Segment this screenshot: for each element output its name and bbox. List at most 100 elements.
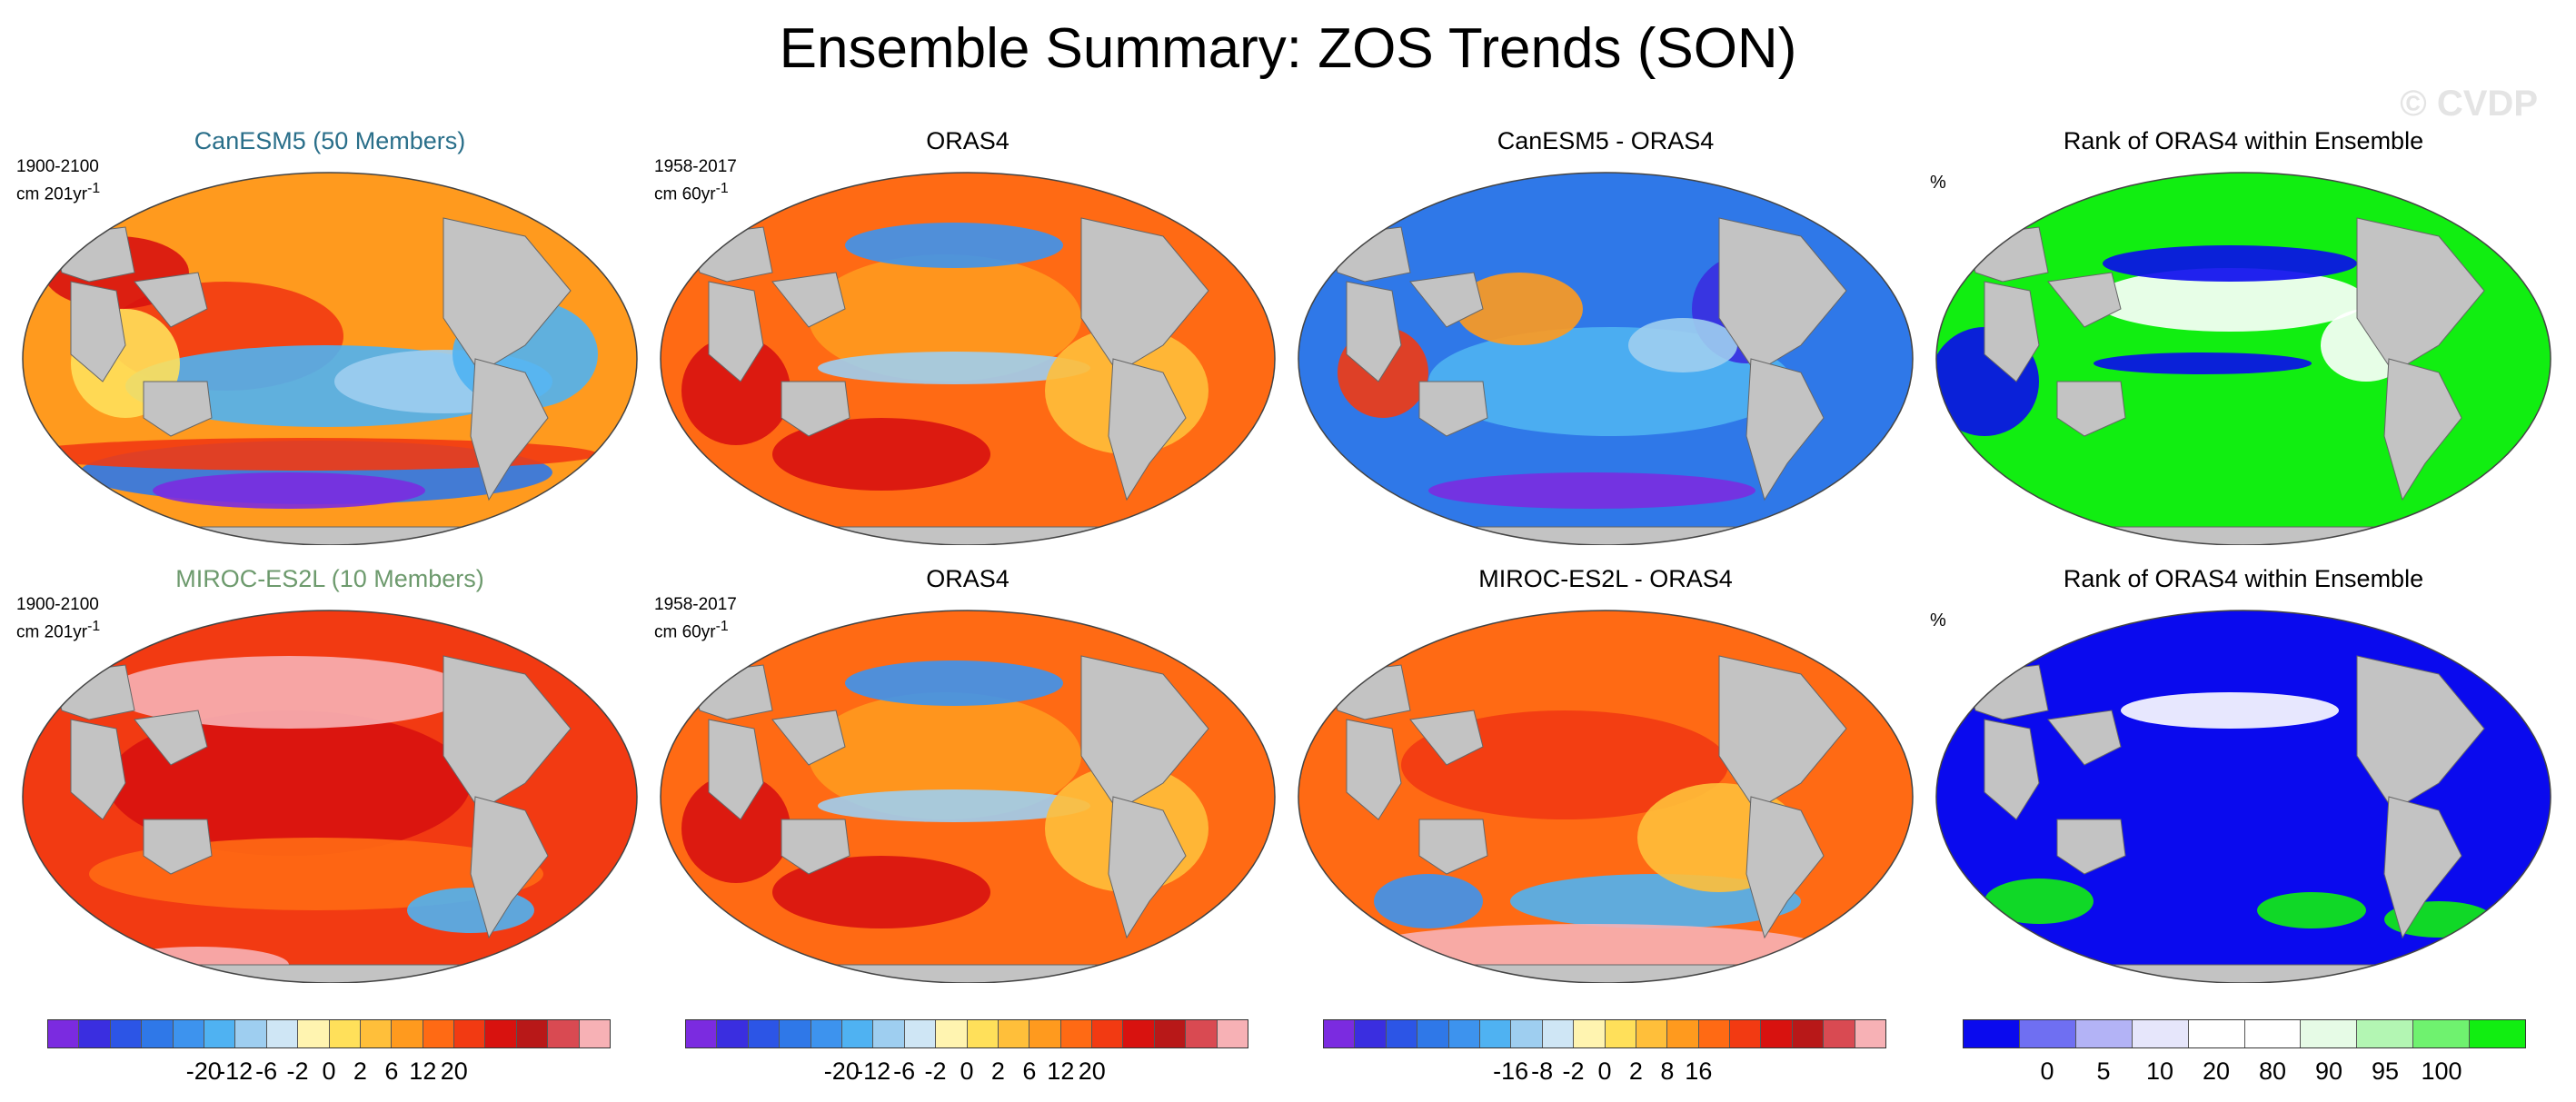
land-mass: [1418, 381, 1488, 437]
colorbar-difference: -16 -8 -2 0 2 8 16: [1323, 1019, 1886, 1085]
colorbar-tick-label: 2: [990, 1057, 1005, 1085]
map-outline: [22, 172, 638, 545]
colorbar-tick-label: 95: [2371, 1057, 2400, 1085]
colorbar-swatch: [329, 1020, 361, 1047]
land-mass: [134, 710, 208, 766]
land-mass: [1400, 964, 1802, 983]
land-mass: [2383, 796, 2462, 939]
field-region: [845, 223, 1063, 268]
colorbar-swatch: [1479, 1020, 1512, 1047]
colorbar-swatch: [142, 1020, 174, 1047]
land-mass: [771, 710, 846, 766]
colorbar-tick-label: 5: [2096, 1057, 2111, 1085]
field-region: [23, 438, 598, 471]
colorbar-swatch: [1542, 1020, 1575, 1047]
colorbar-swatch: [1730, 1020, 1762, 1047]
field-region: [1984, 879, 2094, 924]
land-mass: [1346, 719, 1402, 820]
field-region: [2094, 268, 2366, 332]
land-mass: [443, 655, 572, 811]
colorbar-tick-label: 90: [2314, 1057, 2343, 1085]
rank-units: %: [1930, 173, 1946, 193]
units-base: cm 201yr: [16, 184, 88, 204]
land-mass: [1746, 358, 1825, 501]
land-mass: [2038, 964, 2440, 983]
land-mass: [2047, 272, 2122, 328]
map-diff-row1: [1298, 172, 1914, 545]
colorbar-swatch: [1324, 1020, 1356, 1047]
land-mass: [70, 281, 126, 382]
colorbar-swatch: [2357, 1020, 2414, 1047]
colorbar-swatch: [1186, 1020, 1218, 1047]
panel-rank-row2: Rank of ORAS4 within Ensemble %: [1930, 565, 2557, 983]
colorbar-swatch: [2413, 1020, 2471, 1047]
colorbar-tick-label: 0: [322, 1057, 336, 1085]
land-mass: [143, 381, 213, 437]
colorbar-tick-label: -12: [855, 1057, 891, 1085]
land-mass: [781, 381, 850, 437]
colorbar-swatch: [841, 1020, 874, 1047]
land-mass: [2356, 655, 2485, 811]
period-label: 1958-2017 cm 60yr-1: [654, 156, 737, 205]
colorbar-swatch: [904, 1020, 937, 1047]
colorbar-swatch: [686, 1020, 718, 1047]
map-outline: [1935, 610, 2551, 983]
land-mass: [1108, 796, 1187, 939]
field-region: [1365, 924, 1819, 969]
colorbar-tick-label: -6: [893, 1057, 916, 1085]
panel-title: ORAS4: [926, 127, 1010, 154]
land-mass: [2047, 710, 2122, 766]
land-mass: [1409, 710, 1484, 766]
land-mass: [2056, 381, 2126, 437]
panel-title: Rank of ORAS4 within Ensemble: [2063, 127, 2424, 154]
period-label: 1900-2100 cm 201yr-1: [16, 594, 100, 643]
colorbar-swatch: [266, 1020, 299, 1047]
land-mass: [1746, 796, 1825, 939]
map-outline: [1298, 610, 1914, 983]
colorbar-tick-label: 10: [2145, 1057, 2174, 1085]
land-mass: [1418, 819, 1488, 875]
field-region: [2094, 352, 2312, 374]
map-ensemble-row2: [22, 610, 638, 983]
colorbar-tick-label: 2: [353, 1057, 367, 1085]
colorbar-swatch: [298, 1020, 330, 1047]
land-mass: [771, 272, 846, 328]
units-base: cm 60yr: [654, 622, 716, 642]
colorbar-swatch: [1355, 1020, 1387, 1047]
colorbar-tick-label: -2: [924, 1057, 947, 1085]
field-region: [2103, 245, 2357, 282]
land-mass: [781, 819, 850, 875]
colorbar-swatch: [936, 1020, 968, 1047]
panel-title: CanESM5 (50 Members): [194, 127, 466, 154]
land-mass: [1984, 719, 2040, 820]
land-mass: [690, 226, 773, 283]
land-mass: [1080, 217, 1209, 373]
field-region: [1401, 710, 1728, 819]
land-mass: [708, 719, 764, 820]
panel-ensemble-row2: MIROC-ES2L (10 Members) 1900-2100 cm 201y…: [16, 565, 643, 983]
colorbar-swatch: [1060, 1020, 1093, 1047]
colorbar-swatch: [1792, 1020, 1825, 1047]
period-label: 1900-2100 cm 201yr-1: [16, 156, 100, 205]
field-region: [809, 692, 1081, 819]
colorbar-tick-label: -2: [1562, 1057, 1585, 1085]
land-mass: [1965, 226, 2049, 283]
panel-title: MIROC-ES2L (10 Members): [175, 565, 484, 592]
colorbar-tick-label: 12: [1047, 1057, 1075, 1085]
field-region: [1456, 273, 1583, 345]
land-mass: [143, 819, 213, 875]
land-mass: [2356, 217, 2485, 373]
colorbar-tick-label: 2: [1628, 1057, 1643, 1085]
field-region: [772, 418, 990, 491]
colorbar-tick-label: 100: [2421, 1057, 2462, 1085]
colorbar-tick-label: 6: [1022, 1057, 1037, 1085]
colorbar-swatch: [2019, 1020, 2076, 1047]
colorbar-swatch: [1448, 1020, 1480, 1047]
units-exponent: -1: [715, 619, 729, 634]
units-base: cm 60yr: [654, 184, 716, 204]
colorbar-swatch: [811, 1020, 842, 1047]
colorbar-swatch: [717, 1020, 749, 1047]
colorbar-swatch: [1417, 1020, 1449, 1047]
colorbar-tick-label: 20: [440, 1057, 468, 1085]
colorbar-swatch: [780, 1020, 811, 1047]
